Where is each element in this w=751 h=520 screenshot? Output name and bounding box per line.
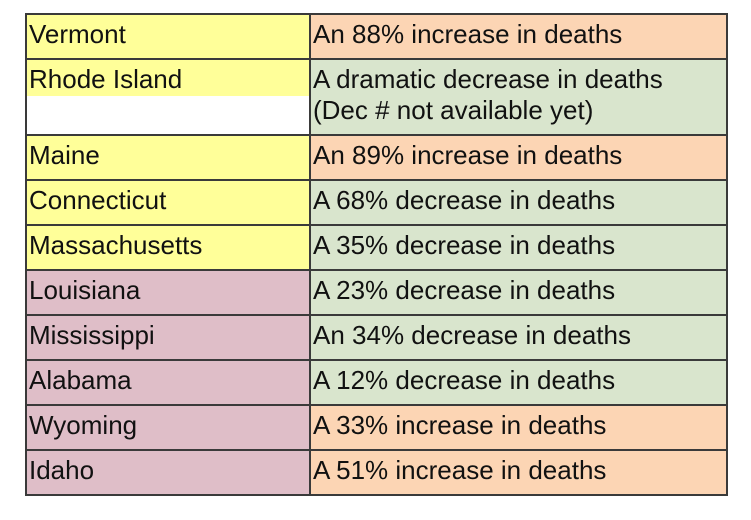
table-body: Vermont An 88% increase in deaths Rhode Is… — [25, 13, 728, 496]
trend-text: A 23% decrease in deaths — [313, 275, 616, 305]
trend-text: A 35% decrease in deaths — [313, 230, 616, 260]
trend-cell: A 51% increase in deaths — [309, 449, 728, 496]
state-name: Connecticut — [29, 185, 167, 215]
state-name: Vermont — [29, 19, 126, 49]
state-trend-table: Vermont An 88% increase in deaths Rhode Is… — [25, 13, 728, 496]
state-name: Maine — [29, 140, 100, 170]
table-row: Rhode Island A dramatic decrease in death… — [25, 58, 728, 136]
state-name: Alabama — [29, 365, 132, 395]
table-row: Mississippi An 34% decrease in deaths — [25, 314, 728, 361]
trend-cell: A 68% decrease in deaths — [309, 179, 728, 226]
trend-cell: A 35% decrease in deaths — [309, 224, 728, 271]
state-name: Idaho — [29, 455, 95, 485]
table-row: Connecticut A 68% decrease in deaths — [25, 179, 728, 226]
trend-cell: An 88% increase in deaths — [309, 13, 728, 60]
state-cell: Vermont — [25, 13, 311, 60]
table-row: Vermont An 88% increase in deaths — [25, 13, 728, 60]
trend-cell: An 34% decrease in deaths — [309, 314, 728, 361]
table-row: Louisiana A 23% decrease in deaths — [25, 269, 728, 316]
table-row: Wyoming A 33% increase in deaths — [25, 404, 728, 451]
state-cell: Rhode Island — [25, 58, 311, 136]
trend-text: An 88% increase in deaths — [313, 19, 623, 49]
state-name: Massachusetts — [29, 230, 203, 260]
table-row: Alabama A 12% decrease in deaths — [25, 359, 728, 406]
trend-text: A dramatic decrease in deaths — [313, 64, 663, 94]
trend-text: A 68% decrease in deaths — [313, 185, 616, 215]
trend-text: A 33% increase in deaths — [313, 410, 607, 440]
trend-text: (Dec # not available yet) — [313, 95, 594, 125]
state-cell: Connecticut — [25, 179, 311, 226]
state-name: Louisiana — [29, 275, 141, 305]
trend-cell: An 89% increase in deaths — [309, 134, 728, 181]
state-cell: Louisiana — [25, 269, 311, 316]
state-cell: Massachusetts — [25, 224, 311, 271]
table-row: Idaho A 51% increase in deaths — [25, 449, 728, 496]
state-name: Mississippi — [29, 320, 155, 350]
table-row: Maine An 89% increase in deaths — [25, 134, 728, 181]
state-name: Wyoming — [29, 410, 138, 440]
state-cell: Maine — [25, 134, 311, 181]
table-row: Massachusetts A 35% decrease in deaths — [25, 224, 728, 271]
trend-cell: A 33% increase in deaths — [309, 404, 728, 451]
state-cell: Alabama — [25, 359, 311, 406]
trend-text: A 51% increase in deaths — [313, 455, 607, 485]
trend-text: An 34% decrease in deaths — [313, 320, 631, 350]
trend-cell: A 12% decrease in deaths — [309, 359, 728, 406]
state-name: Rhode Island — [29, 64, 183, 94]
trend-text: A 12% decrease in deaths — [313, 365, 616, 395]
state-cell: Wyoming — [25, 404, 311, 451]
state-cell: Mississippi — [25, 314, 311, 361]
trend-cell: A 23% decrease in deaths — [309, 269, 728, 316]
state-cell: Idaho — [25, 449, 311, 496]
trend-text: An 89% increase in deaths — [313, 140, 623, 170]
trend-cell: A dramatic decrease in deaths (Dec # not … — [309, 58, 728, 136]
